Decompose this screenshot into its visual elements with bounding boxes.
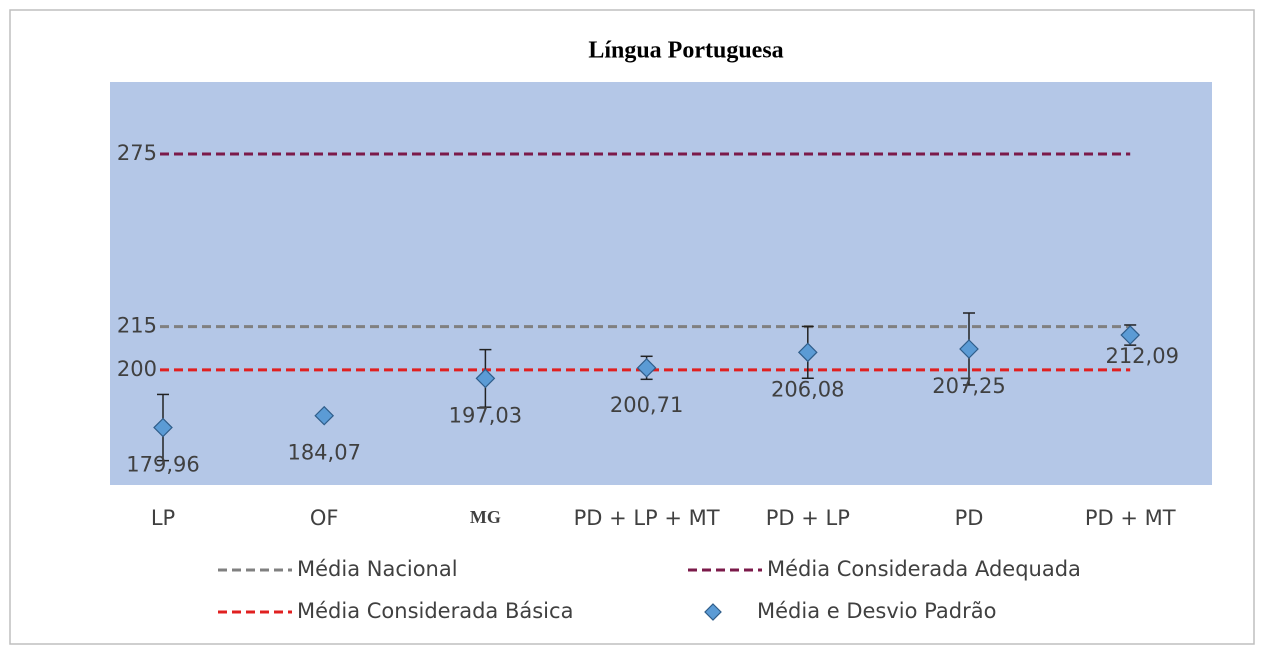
x-tick-label: PD + MT — [1085, 506, 1176, 530]
data-label: 206,08 — [771, 377, 844, 401]
data-label: 207,25 — [932, 374, 1005, 398]
legend-label: Média Nacional — [297, 557, 458, 581]
data-label: 197,03 — [449, 403, 522, 427]
data-label: 184,07 — [287, 441, 360, 465]
plot-area — [110, 82, 1212, 485]
data-label: 212,09 — [1105, 344, 1178, 368]
data-point — [1120, 325, 1141, 345]
data-point — [636, 357, 657, 378]
data-point — [797, 342, 818, 363]
legend-label: Média Considerada Básica — [297, 599, 573, 623]
data-label: 200,71 — [610, 393, 683, 417]
legend-label: Média e Desvio Padrão — [757, 599, 996, 623]
data-point — [959, 339, 979, 359]
x-tick-label: OF — [310, 506, 339, 530]
y-tick-label: 200 — [117, 357, 157, 381]
chart-title: Língua Portuguesa — [588, 38, 783, 64]
x-tick-label: PD — [955, 506, 984, 530]
data-label: 179,96 — [126, 453, 199, 477]
legend-marker — [704, 603, 722, 621]
y-tick-label: 275 — [117, 141, 157, 165]
data-point — [475, 368, 496, 389]
x-tick-label: PD + LP + MT — [574, 506, 720, 530]
data-point — [153, 417, 173, 438]
x-tick-label: MG — [470, 507, 501, 527]
x-tick-label: PD + LP — [766, 506, 850, 530]
y-tick-label: 215 — [117, 314, 157, 338]
x-tick-label: LP — [151, 506, 175, 530]
data-point — [314, 405, 335, 426]
legend-label: Média Considerada Adequada — [767, 557, 1081, 581]
